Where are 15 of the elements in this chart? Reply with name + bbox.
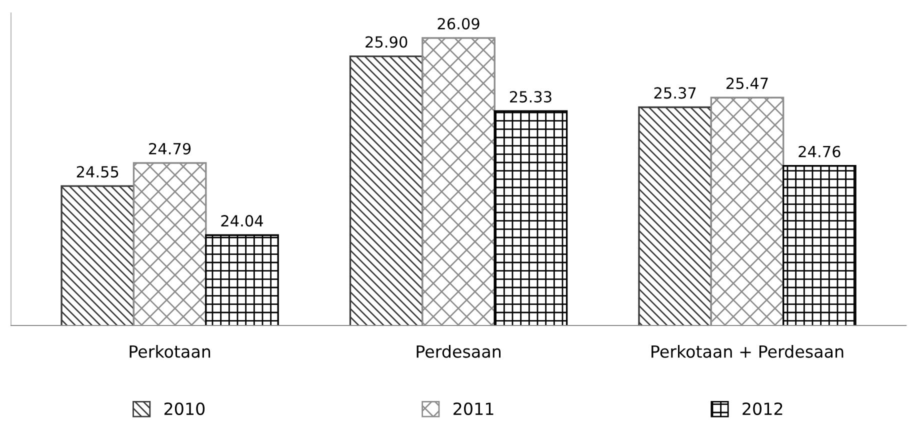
legend-label: 2010 <box>164 402 205 416</box>
legend-label: 2012 <box>742 402 782 416</box>
data-label: 25.33 <box>510 91 552 103</box>
x-tick-label: Perdesaan <box>416 344 501 358</box>
x-tick-label: Perkotaan + Perdesaan <box>652 344 844 358</box>
data-label: 24.76 <box>798 146 840 158</box>
data-label: 25.90 <box>366 36 408 48</box>
data-label: 24.79 <box>149 142 191 154</box>
data-label: 25.37 <box>654 87 696 99</box>
data-label: 24.55 <box>76 166 118 178</box>
data-label: 25.47 <box>726 78 768 90</box>
legend-label: 2011 <box>454 402 494 416</box>
data-label: 26.09 <box>438 18 480 30</box>
data-label: 24.04 <box>221 215 264 227</box>
x-tick-label: Perkotaan <box>130 344 210 358</box>
